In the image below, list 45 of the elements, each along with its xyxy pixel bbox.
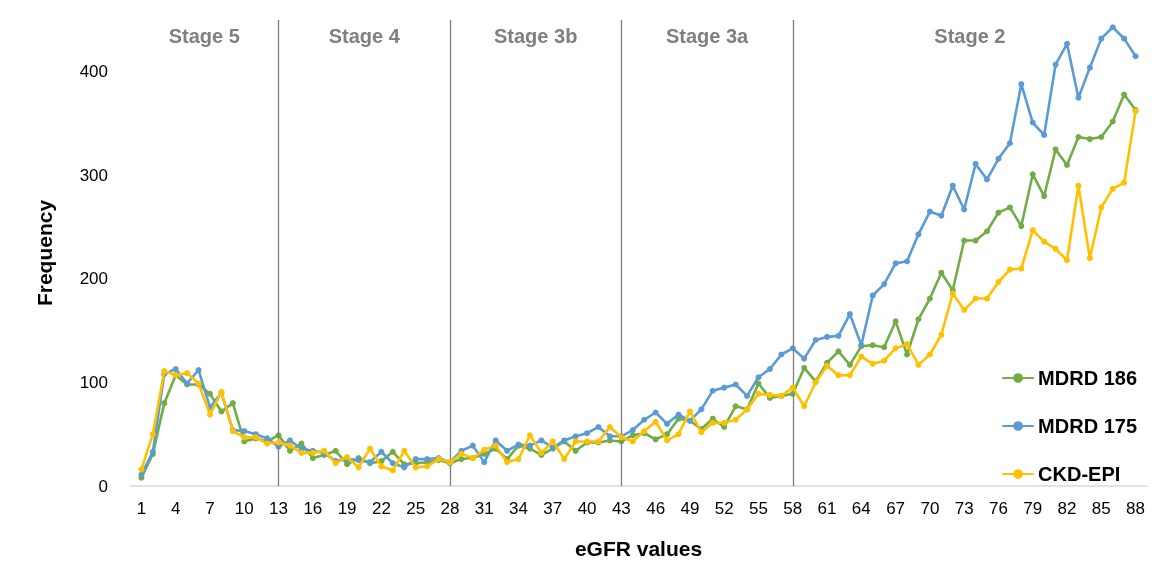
x-tick-label: 79 (1023, 499, 1043, 518)
legend-label: MDRD 186 (1038, 367, 1138, 389)
x-tick-label: 43 (611, 499, 631, 518)
y-tick-label: 400 (79, 62, 108, 82)
x-tick-label: 52 (714, 499, 734, 518)
y-tick-label: 100 (79, 372, 108, 392)
x-tick-label: 37 (543, 499, 563, 518)
x-tick-label: 13 (269, 499, 289, 518)
x-tick-label: 22 (371, 499, 391, 518)
x-tick-label: 76 (988, 499, 1008, 518)
x-tick-label: 49 (680, 499, 700, 518)
x-tick-label: 46 (646, 499, 666, 518)
x-tick-label: 88 (1126, 499, 1146, 518)
x-tick-label: 61 (817, 499, 837, 518)
x-tick-label: 28 (440, 499, 460, 518)
annotation: Stage 5 (168, 25, 240, 47)
y-tick-label: 200 (79, 269, 108, 289)
x-tick-label: 73 (954, 499, 974, 518)
x-tick-label: 10 (234, 499, 254, 518)
x-tick-label: 16 (303, 499, 323, 518)
x-tick-label: 40 (577, 499, 597, 518)
x-tick-label: 1 (136, 499, 147, 518)
x-tick-label: 55 (749, 499, 768, 518)
x-tick-label: 19 (337, 499, 357, 518)
annotation: Stage 3a (665, 25, 750, 47)
x-tick-label: 34 (509, 499, 528, 518)
x-tick-label: 7 (205, 499, 215, 518)
x-tick-label: 25 (406, 499, 426, 518)
annotation: Stage 4 (328, 25, 401, 47)
x-tick-label: 64 (851, 499, 871, 518)
x-tick-label: 70 (920, 499, 940, 518)
legend-label: CKD-EPI (1038, 463, 1121, 485)
annotation: Stage 2 (934, 25, 1006, 47)
x-tick-label: 67 (886, 499, 906, 518)
x-axis-title: eGFR values (574, 537, 703, 560)
y-axis-title: Frequency (33, 199, 56, 307)
x-tick-label: 4 (170, 499, 181, 518)
y-tick-label: 0 (98, 476, 108, 496)
y-tick-label: 300 (79, 165, 108, 185)
legend-label: MDRD 175 (1038, 415, 1138, 437)
x-tick-label: 85 (1091, 499, 1111, 518)
annotation: Stage 3b (493, 25, 578, 47)
x-tick-label: 82 (1057, 499, 1077, 518)
x-tick-label: 58 (783, 499, 803, 518)
x-tick-label: 31 (474, 499, 494, 518)
